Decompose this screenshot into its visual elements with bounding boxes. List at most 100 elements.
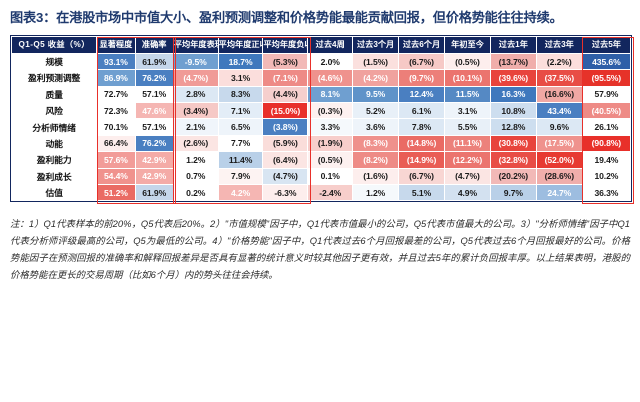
cell-value: 57.1% (134, 85, 174, 104)
cell-value: (0.5%) (443, 52, 491, 71)
column-header-10: 过去1年 (489, 36, 537, 54)
row-label-盈利能力: 盈利能力 (10, 151, 98, 169)
cell-value: 24.7% (535, 183, 583, 202)
cell-value: (7.1%) (262, 69, 309, 87)
cell-value: (1.6%) (352, 167, 400, 185)
cell-value: (3.8%) (262, 118, 309, 136)
cell-value: 42.9% (134, 167, 174, 185)
column-header-label: 显著程度 (99, 40, 133, 50)
row-label-估值: 估值 (10, 183, 98, 202)
table-body: 规模 93.1% 61.9% -9.5% 18.7% (5.3%) 2.0% (1.5%) (6… (10, 52, 632, 202)
cell-value: (4.7%) (172, 69, 219, 87)
column-header-label: 过去4周 (315, 40, 345, 50)
row-label-分析师情绪: 分析师情绪 (10, 118, 98, 136)
cell-value: 57.6% (96, 151, 136, 169)
cell-value: 61.9% (134, 183, 174, 202)
table-row: 质量 72.7% 57.1% 2.8% 8.3% (4.4%) 8.1% 9.5% 12.4% 1… (10, 85, 632, 104)
cell-value: (37.5%) (535, 69, 583, 87)
column-header-label: 过去1年 (498, 40, 528, 50)
cell-value: (4.4%) (262, 85, 309, 104)
cell-value: 9.7% (489, 183, 537, 202)
row-label-动能: 动能 (10, 134, 98, 153)
cell-value: 70.1% (96, 118, 136, 136)
column-header-row-label: Q1-Q5 收益（%） (10, 36, 98, 54)
cell-value: 7.9% (217, 167, 264, 185)
column-header-label: 准确率 (141, 40, 167, 50)
cell-value: (11.1%) (443, 134, 491, 153)
cell-value: (4.2%) (352, 69, 400, 87)
column-header-11: 过去3年 (535, 36, 583, 54)
cell-value: 2.0% (307, 52, 354, 71)
cell-value: 5.5% (443, 118, 491, 136)
column-header-label: 过去6个月 (402, 40, 441, 50)
table-row: 盈利预测调整 86.9% 76.2% (4.7%) 3.1% (7.1%) (4.6%) (4… (10, 69, 632, 87)
cell-value: -6.3% (262, 183, 309, 202)
cell-value: (39.6%) (489, 69, 537, 87)
factor-return-table: Q1-Q5 收益（%） 显著程度准确率平均年度表现平均年度正收益平均年度负收益过… (10, 36, 632, 202)
cell-value: (1.5%) (352, 52, 400, 71)
header-row: Q1-Q5 收益（%） 显著程度准确率平均年度表现平均年度正收益平均年度负收益过… (10, 36, 632, 54)
cell-value: 12.4% (398, 85, 445, 104)
cell-value: 93.1% (96, 52, 136, 71)
cell-value: 6.1% (398, 102, 445, 120)
cell-value: (32.8%) (489, 151, 537, 169)
cell-value: (95.5%) (581, 69, 632, 87)
cell-value: 5.1% (398, 183, 445, 202)
column-header-3: 平均年度表现 (172, 36, 219, 54)
cell-value: (30.8%) (489, 134, 537, 153)
cell-value: 76.2% (134, 134, 174, 153)
cell-value: 61.9% (134, 52, 174, 71)
table-row: 分析师情绪 70.1% 57.1% 2.1% 6.5% (3.8%) 3.3% 3.6% 7.8… (10, 118, 632, 136)
cell-value: 8.1% (307, 85, 354, 104)
cell-value: 72.7% (96, 85, 136, 104)
cell-value: (6.4%) (262, 151, 309, 169)
row-label-规模: 规模 (10, 52, 98, 71)
cell-value: (2.2%) (535, 52, 583, 71)
column-header-label: 过去3年 (544, 40, 574, 50)
table-row: 盈利能力 57.6% 42.9% 1.2% 11.4% (6.4%) (0.5%) (8.2%… (10, 151, 632, 169)
cell-value: 3.1% (443, 102, 491, 120)
cell-value: 7.1% (217, 102, 264, 120)
cell-value: 54.4% (96, 167, 136, 185)
cell-value: 86.9% (96, 69, 136, 87)
column-header-label: 过去5年 (591, 40, 621, 50)
cell-value: 6.5% (217, 118, 264, 136)
table-row: 规模 93.1% 61.9% -9.5% 18.7% (5.3%) 2.0% (1.5%) (6… (10, 52, 632, 71)
cell-value: (17.5%) (535, 134, 583, 153)
cell-value: 19.4% (581, 151, 632, 169)
cell-value: 9.5% (352, 85, 400, 104)
cell-value: (4.7%) (262, 167, 309, 185)
table-row: 估值 51.2% 61.9% 0.2% 4.2% -6.3% -2.4% 1.2% 5.1% 4.… (10, 183, 632, 202)
column-header-4: 平均年度正收益 (217, 36, 264, 54)
cell-value: 2.8% (172, 85, 219, 104)
column-header-label: 平均年度正收益 (218, 40, 262, 50)
cell-value: 12.8% (489, 118, 537, 136)
cell-value: (52.0%) (535, 151, 583, 169)
cell-value: (0.3%) (307, 102, 354, 120)
cell-value: (4.6%) (307, 69, 354, 87)
cell-value: 5.2% (352, 102, 400, 120)
cell-value: 0.7% (172, 167, 219, 185)
column-header-9: 年初至今 (443, 36, 491, 54)
cell-value: (8.2%) (352, 151, 400, 169)
figure-footnote: 注：1）Q1代表样本的前20%，Q5代表后20%。2）"市值规模"因子中，Q1代… (10, 218, 630, 280)
cell-value: (5.9%) (262, 134, 309, 153)
column-header-2: 准确率 (134, 36, 174, 54)
cell-value: 43.4% (535, 102, 583, 120)
cell-value: 26.1% (581, 118, 632, 136)
cell-value: (28.6%) (535, 167, 583, 185)
cell-value: 3.6% (352, 118, 400, 136)
cell-value: 10.8% (489, 102, 537, 120)
cell-value: 57.1% (134, 118, 174, 136)
column-header-12: 过去5年 (581, 36, 632, 54)
cell-value: 51.2% (96, 183, 136, 202)
cell-value: (2.6%) (172, 134, 219, 153)
cell-value: 7.7% (217, 134, 264, 153)
cell-value: 76.2% (134, 69, 174, 87)
cell-value: (12.2%) (443, 151, 491, 169)
cell-value: 16.3% (489, 85, 537, 104)
cell-value: 3.1% (217, 69, 264, 87)
cell-value: (9.7%) (398, 69, 445, 87)
cell-value: (14.9%) (398, 151, 445, 169)
cell-value: 8.3% (217, 85, 264, 104)
